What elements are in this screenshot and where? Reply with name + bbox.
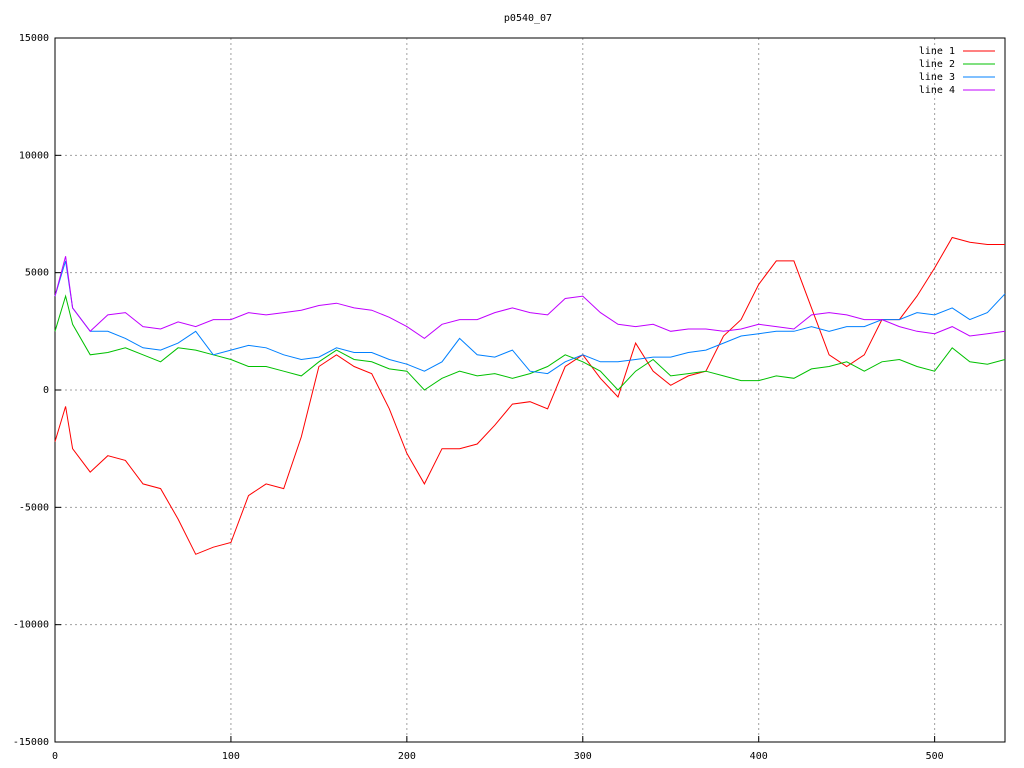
series-line [54, 236, 1005, 555]
series-line [54, 256, 1006, 340]
y-tick-label: -10000 [13, 620, 49, 631]
x-tick-label: 500 [926, 751, 944, 762]
x-tick-label: 100 [222, 751, 240, 762]
x-tick-label: 400 [750, 751, 768, 762]
y-tick-label: -5000 [19, 502, 49, 513]
legend-label: line 2 [919, 59, 955, 70]
plot-frame [54, 37, 1006, 743]
series-line [54, 260, 1006, 375]
y-tick-label: 10000 [19, 150, 49, 161]
legend-label: line 4 [919, 85, 955, 96]
y-tick-label: 0 [43, 385, 49, 396]
x-tick-label: 0 [52, 751, 58, 762]
legend-label: line 3 [919, 72, 955, 83]
x-tick-label: 200 [398, 751, 416, 762]
x-tick-label: 300 [574, 751, 592, 762]
series-line [54, 294, 1006, 391]
y-tick-label: 15000 [19, 33, 49, 44]
y-tick-label: -15000 [13, 737, 49, 748]
y-tick-label: 5000 [25, 268, 49, 279]
chart-title: p0540_07 [504, 13, 552, 24]
legend-label: line 1 [919, 46, 955, 57]
